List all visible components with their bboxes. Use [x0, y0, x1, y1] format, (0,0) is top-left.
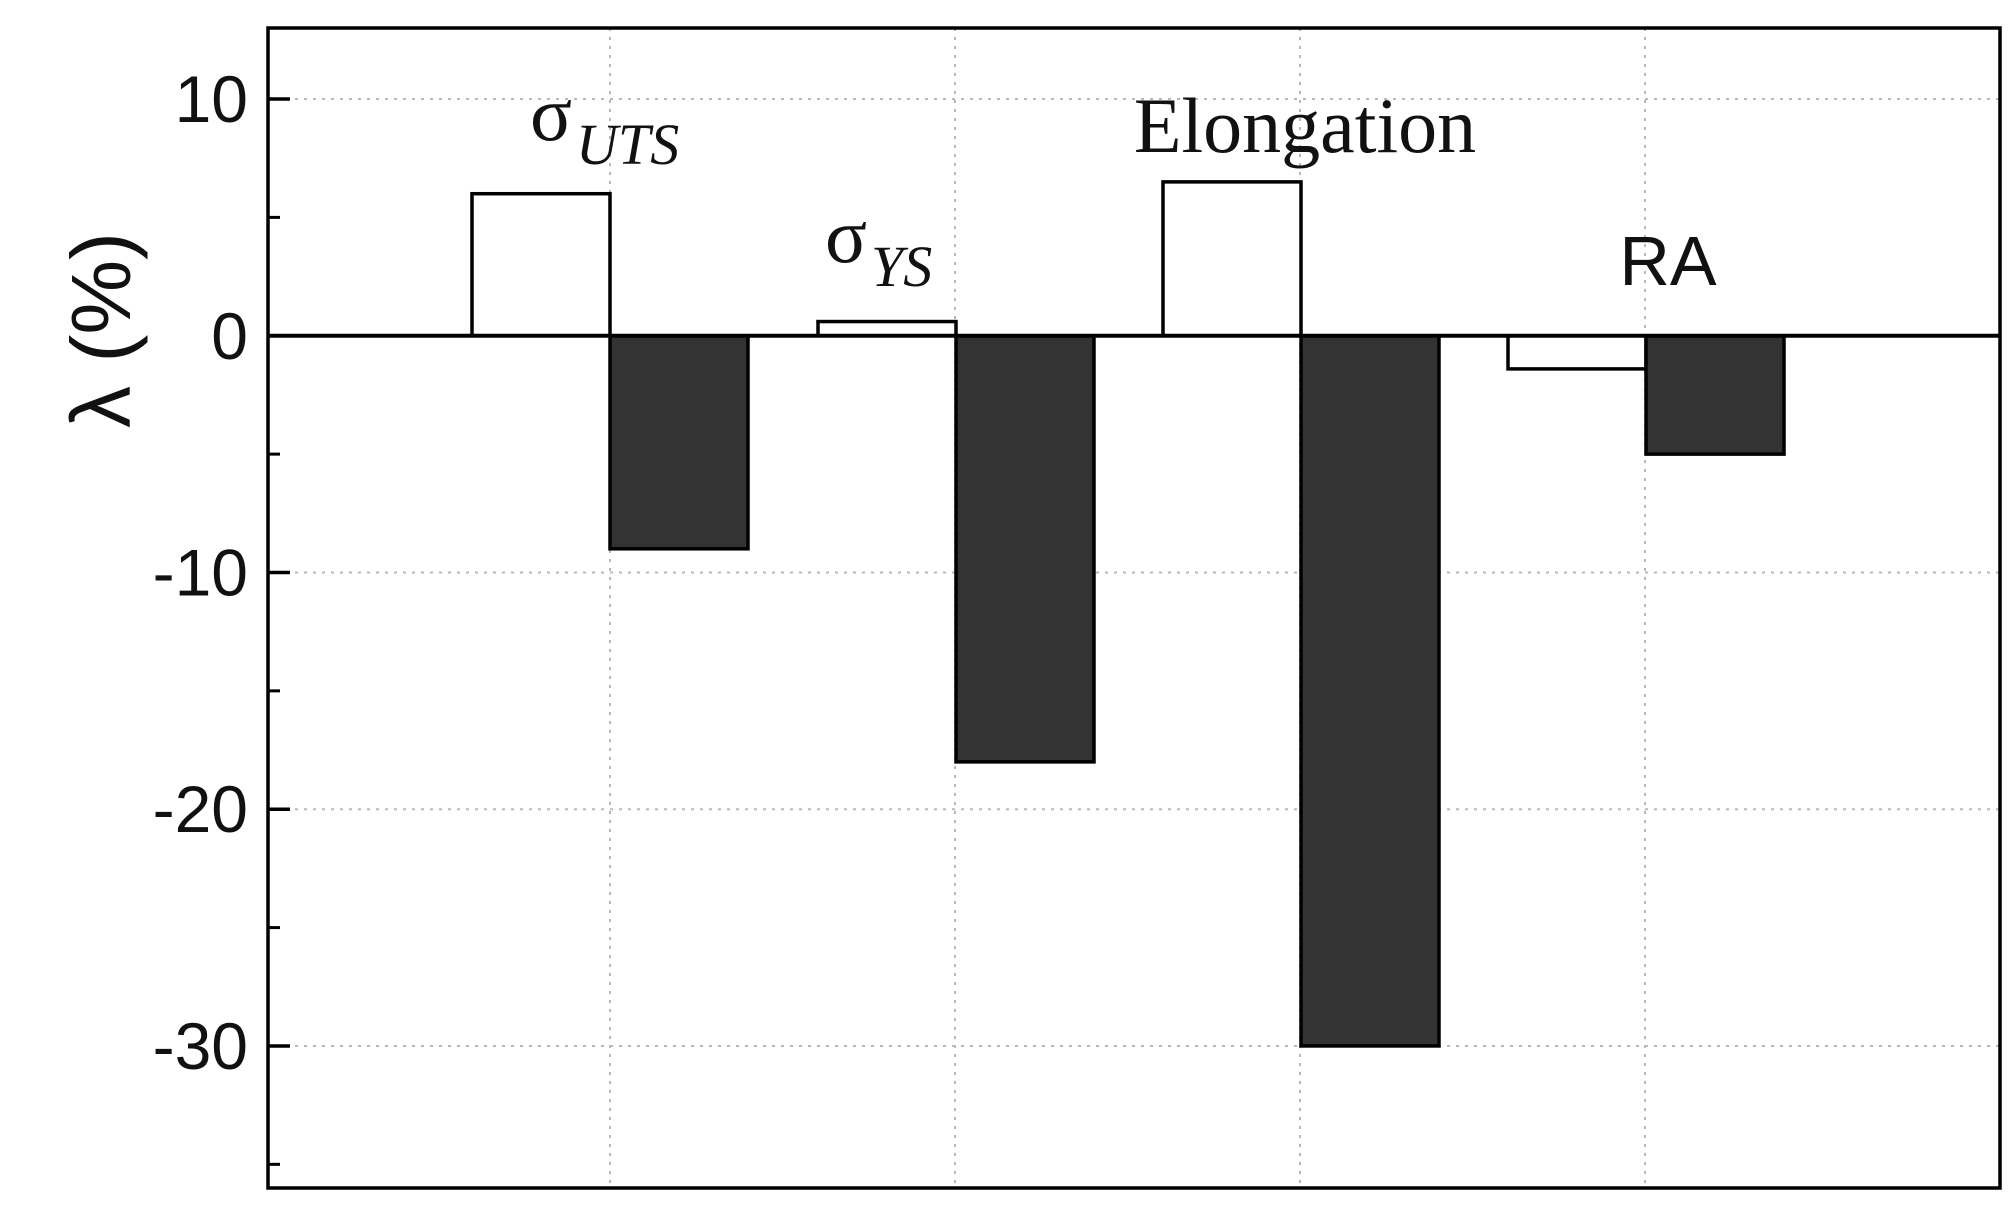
bar-series1-cat2: [816, 319, 958, 338]
y-tick-label-3: -20: [153, 772, 248, 846]
bar-series2-cat2: [954, 334, 1096, 764]
y-axis-label: λ (%): [54, 232, 148, 428]
category-label-ra: RA: [1619, 222, 1717, 300]
y-axis-ticks: 10 0 -10 -20 -30: [153, 62, 290, 1166]
bar-series1-cat3: [1161, 180, 1303, 338]
y-tick-label-4: -30: [153, 1009, 248, 1083]
bar-series2-cat4: [1644, 334, 1786, 456]
category-label-ys-symbol: σ: [825, 192, 867, 279]
category-label-uts-subscript: UTS: [576, 112, 679, 177]
bar-series1-cat1: [470, 191, 612, 338]
category-label-uts: σUTS: [530, 70, 679, 177]
category-label-ys-subscript: YS: [871, 234, 932, 299]
bar-series2-cat3: [1299, 334, 1441, 1048]
category-label-elongation: Elongation: [1134, 82, 1476, 169]
y-tick-label-2: -10: [153, 535, 248, 609]
category-label-uts-symbol: σ: [530, 70, 572, 157]
bar-series2-cat1: [608, 334, 750, 551]
category-label-ys: σYS: [825, 192, 932, 299]
bars: [470, 180, 1786, 1048]
y-tick-label-1: 0: [211, 299, 248, 373]
y-tick-label-0: 10: [175, 62, 248, 136]
bar-series1-cat4: [1506, 334, 1648, 371]
plot-frame: [266, 26, 2002, 1190]
